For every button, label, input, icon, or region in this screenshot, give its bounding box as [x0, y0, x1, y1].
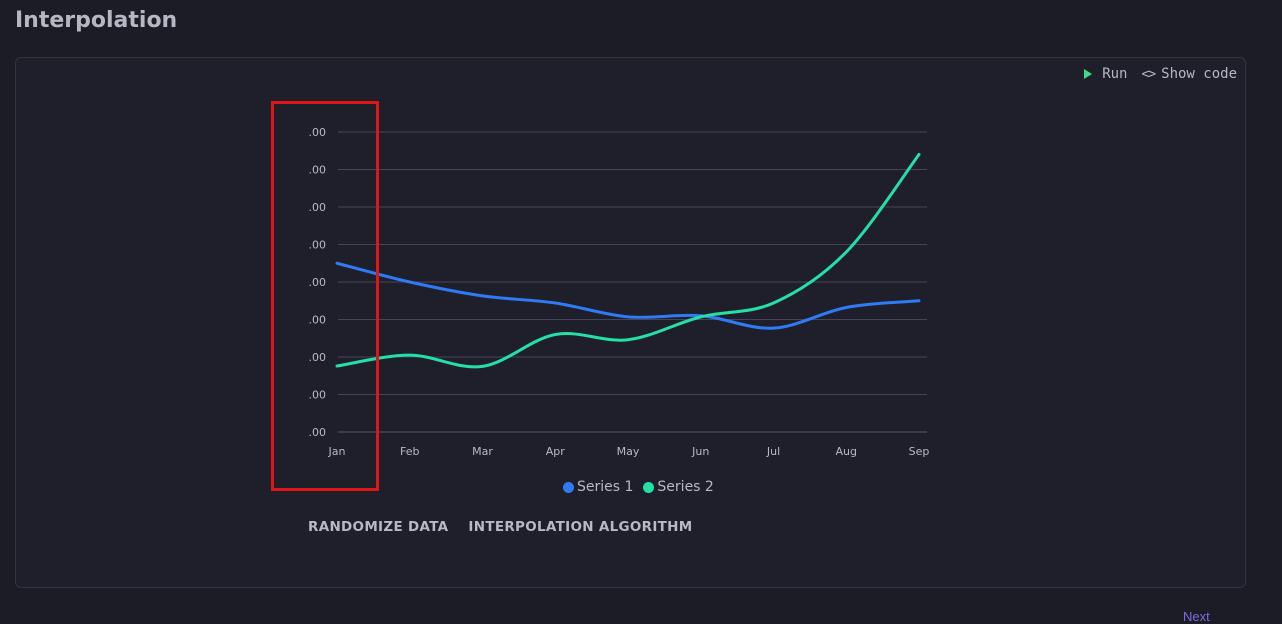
- y-tick-label: .00: [309, 239, 327, 252]
- series-line-2: [335, 153, 921, 369]
- demo-toolbar: Run <> Show code: [1084, 66, 1237, 82]
- interpolation-algorithm-button[interactable]: INTERPOLATION ALGORITHM: [468, 519, 693, 535]
- run-label: Run: [1102, 66, 1128, 82]
- x-axis-labels: Jan Feb Mar Apr May Jun Jul Aug Sep: [328, 445, 930, 458]
- y-tick-label: .00: [309, 389, 327, 402]
- legend-label-series-2: Series 2: [657, 479, 714, 495]
- y-tick-label: .00: [309, 201, 327, 214]
- show-code-label: Show code: [1161, 66, 1237, 82]
- randomize-data-button[interactable]: RANDOMIZE DATA: [308, 519, 449, 535]
- chart-grid: [338, 131, 927, 433]
- chart-legend: Series 1 Series 2: [563, 479, 714, 495]
- x-tick-label: Jun: [691, 445, 709, 458]
- legend-item-series-1[interactable]: Series 1: [563, 479, 633, 495]
- run-button[interactable]: Run: [1084, 66, 1127, 82]
- legend-dot-series-2: [643, 481, 655, 493]
- chart-series: [335, 153, 921, 369]
- x-tick-label: Aug: [836, 445, 857, 458]
- page-title: Interpolation: [15, 8, 178, 33]
- legend-dot-series-1: [563, 481, 574, 493]
- x-tick-label: May: [617, 445, 640, 458]
- y-tick-label: .00: [309, 276, 327, 289]
- x-tick-label: Feb: [400, 445, 419, 458]
- x-tick-label: Jul: [766, 445, 780, 458]
- chart-actions: RANDOMIZE DATA INTERPOLATION ALGORITHM: [308, 517, 693, 537]
- x-tick-label: Sep: [909, 445, 930, 458]
- x-tick-label: Apr: [546, 445, 566, 458]
- play-icon: [1084, 69, 1093, 79]
- x-tick-label: Mar: [472, 445, 493, 458]
- show-code-button[interactable]: <> Show code: [1141, 66, 1237, 82]
- y-tick-label: .00: [309, 126, 327, 139]
- y-tick-label: .00: [309, 164, 327, 177]
- y-tick-label: .00: [309, 314, 327, 327]
- x-tick-label: Jan: [328, 445, 346, 458]
- line-chart: .00 .00 .00 .00 .00 .00 .00 .00 .00 Jan Feb Mar Apr…: [309, 126, 930, 458]
- y-axis-labels: .00 .00 .00 .00 .00 .00 .00 .00 .00: [309, 126, 327, 439]
- series-line-1: [335, 261, 921, 330]
- legend-item-series-2[interactable]: Series 2: [643, 479, 714, 495]
- demo-card: Run <> Show code .00.00.00.00.00.00.00.0…: [15, 57, 1246, 588]
- code-icon: <>: [1141, 66, 1156, 82]
- y-tick-label: .00: [309, 351, 327, 364]
- legend-label-series-1: Series 1: [577, 479, 634, 495]
- next-link[interactable]: Next: [1183, 609, 1210, 624]
- y-tick-label: .00: [309, 426, 327, 439]
